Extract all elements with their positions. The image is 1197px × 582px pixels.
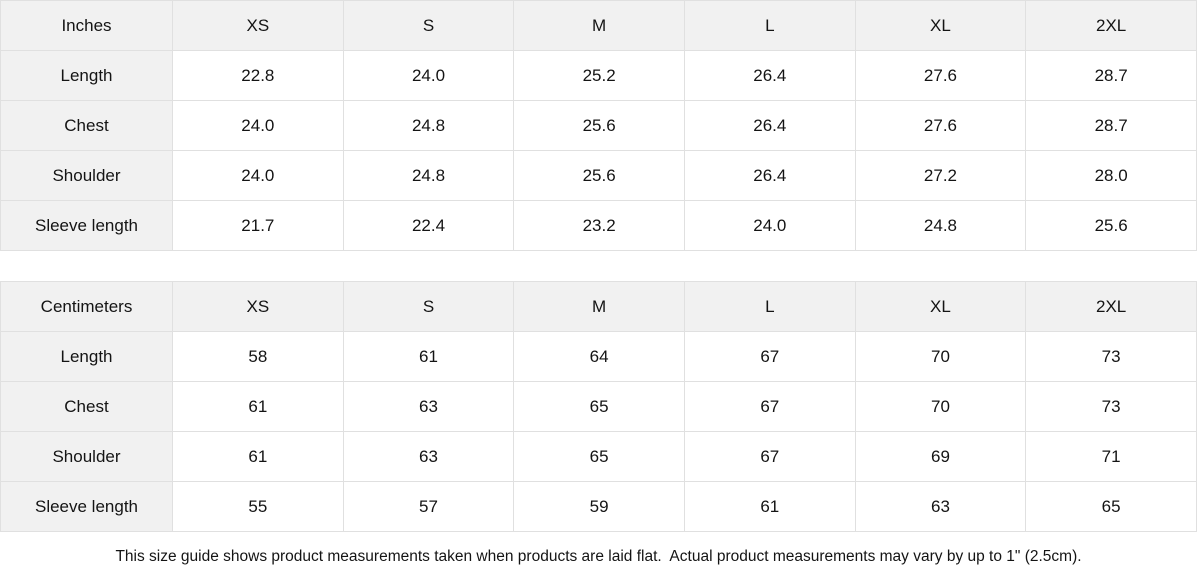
size-value-cell: 67 (683, 331, 856, 382)
size-value-cell: 24.0 (342, 50, 515, 101)
size-value-cell: 64 (513, 331, 685, 382)
size-value-cell: 28.7 (1025, 50, 1197, 101)
table-row: Chest 61 63 65 67 70 73 (0, 381, 1197, 432)
size-value-cell: 67 (683, 431, 856, 482)
size-value-cell: 70 (854, 331, 1027, 382)
size-value-cell: 57 (342, 481, 515, 532)
table-row: Length 22.8 24.0 25.2 26.4 27.6 28.7 (0, 50, 1197, 101)
size-column-header-2xl: 2XL (1025, 281, 1197, 332)
table-row: Shoulder 24.0 24.8 25.6 26.4 27.2 28.0 (0, 150, 1197, 201)
table-row: Sleeve length 55 57 59 61 63 65 (0, 481, 1197, 532)
size-value-cell: 70 (854, 381, 1027, 432)
inches-size-table: Inches XS S M L XL 2XL Length 22.8 24.0 … (0, 0, 1197, 251)
size-value-cell: 63 (342, 381, 515, 432)
size-value-cell: 55 (172, 481, 344, 532)
size-value-cell: 63 (342, 431, 515, 482)
size-value-cell: 25.6 (513, 100, 685, 151)
row-label: Shoulder (0, 431, 173, 482)
size-column-header-m: M (513, 281, 685, 332)
size-value-cell: 22.8 (172, 50, 344, 101)
row-label: Chest (0, 381, 173, 432)
table-row: Chest 24.0 24.8 25.6 26.4 27.6 28.7 (0, 100, 1197, 151)
size-value-cell: 27.6 (854, 100, 1027, 151)
table-row: Shoulder 61 63 65 67 69 71 (0, 431, 1197, 482)
table-row: Sleeve length 21.7 22.4 23.2 24.0 24.8 2… (0, 200, 1197, 251)
size-value-cell: 25.2 (513, 50, 685, 101)
size-value-cell: 25.6 (1025, 200, 1197, 251)
size-value-cell: 71 (1025, 431, 1197, 482)
size-value-cell: 28.0 (1025, 150, 1197, 201)
size-guide-note: This size guide shows product measuremen… (0, 532, 1197, 582)
size-column-header-xl: XL (854, 0, 1027, 51)
size-value-cell: 61 (172, 431, 344, 482)
centimeters-header-row: Centimeters XS S M L XL 2XL (0, 281, 1197, 332)
size-value-cell: 65 (513, 431, 685, 482)
size-value-cell: 27.6 (854, 50, 1027, 101)
size-column-header-xs: XS (172, 0, 344, 51)
size-value-cell: 24.8 (342, 100, 515, 151)
row-label: Length (0, 331, 173, 382)
size-value-cell: 26.4 (683, 150, 856, 201)
size-value-cell: 69 (854, 431, 1027, 482)
size-value-cell: 25.6 (513, 150, 685, 201)
size-value-cell: 26.4 (683, 100, 856, 151)
table-row: Length 58 61 64 67 70 73 (0, 331, 1197, 382)
size-value-cell: 27.2 (854, 150, 1027, 201)
row-label: Sleeve length (0, 200, 173, 251)
size-value-cell: 65 (1025, 481, 1197, 532)
size-value-cell: 61 (683, 481, 856, 532)
inches-header-row: Inches XS S M L XL 2XL (0, 0, 1197, 51)
size-value-cell: 59 (513, 481, 685, 532)
size-column-header-s: S (342, 281, 515, 332)
size-value-cell: 24.8 (854, 200, 1027, 251)
size-column-header-l: L (683, 281, 856, 332)
row-label: Length (0, 50, 173, 101)
size-column-header-l: L (683, 0, 856, 51)
size-column-header-2xl: 2XL (1025, 0, 1197, 51)
size-value-cell: 65 (513, 381, 685, 432)
size-value-cell: 23.2 (513, 200, 685, 251)
unit-header-centimeters: Centimeters (0, 281, 173, 332)
row-label: Sleeve length (0, 481, 173, 532)
size-column-header-s: S (342, 0, 515, 51)
size-value-cell: 61 (172, 381, 344, 432)
size-value-cell: 21.7 (172, 200, 344, 251)
size-column-header-xs: XS (172, 281, 344, 332)
centimeters-size-table: Centimeters XS S M L XL 2XL Length 58 61… (0, 281, 1197, 532)
size-value-cell: 67 (683, 381, 856, 432)
size-value-cell: 22.4 (342, 200, 515, 251)
size-column-header-m: M (513, 0, 685, 51)
size-column-header-xl: XL (854, 281, 1027, 332)
size-value-cell: 58 (172, 331, 344, 382)
size-value-cell: 63 (854, 481, 1027, 532)
size-value-cell: 26.4 (683, 50, 856, 101)
size-value-cell: 73 (1025, 381, 1197, 432)
size-value-cell: 24.0 (172, 150, 344, 201)
size-value-cell: 24.0 (683, 200, 856, 251)
size-value-cell: 61 (342, 331, 515, 382)
row-label: Shoulder (0, 150, 173, 201)
unit-header-inches: Inches (0, 0, 173, 51)
size-value-cell: 24.8 (342, 150, 515, 201)
size-value-cell: 73 (1025, 331, 1197, 382)
table-gap-divider (0, 251, 1197, 281)
row-label: Chest (0, 100, 173, 151)
size-value-cell: 28.7 (1025, 100, 1197, 151)
size-value-cell: 24.0 (172, 100, 344, 151)
